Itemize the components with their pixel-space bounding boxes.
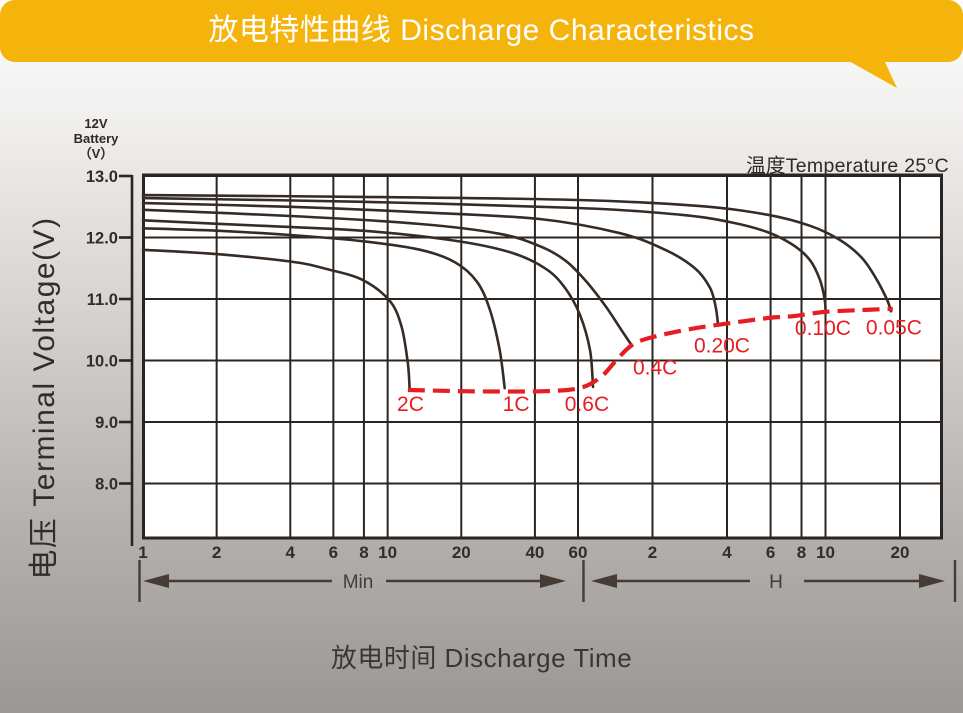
discharge-curve-0-05c	[141, 193, 893, 313]
battery-label-line2: Battery	[73, 131, 119, 146]
discharge-curve-0-10c	[141, 196, 827, 314]
battery-voltage-unit-label: 12V Battery （V）	[40, 116, 152, 161]
arrowhead	[919, 574, 945, 588]
discharge-curve-2c	[141, 248, 411, 391]
discharge-curve-0-4c	[141, 208, 632, 346]
x-tick-label: 10	[816, 543, 835, 562]
discharge-curve-0-20c	[141, 201, 720, 327]
battery-label-line1: 12V	[84, 116, 108, 131]
y-tick-label: 11.0	[87, 291, 118, 309]
y-tick-label: 8.0	[95, 476, 118, 494]
y-tick-label: 12.0	[86, 230, 118, 248]
title-banner: 放电特性曲线 Discharge Characteristics	[0, 0, 963, 62]
x-tick-label: 6	[766, 543, 775, 562]
curve-label-1c: 1C	[503, 393, 530, 416]
x-tick-label: 4	[286, 543, 296, 562]
discharge-curve-0-6c	[141, 219, 595, 389]
arrowhead	[143, 574, 169, 588]
battery-label-line3: （V）	[78, 146, 114, 161]
curve-label-0-05c: 0.05C	[866, 316, 922, 339]
y-tick-label: 10.0	[86, 353, 118, 371]
x-axis-title: 放电时间 Discharge Time	[330, 643, 633, 673]
plot-frame	[142, 173, 943, 540]
x-tick-label: 6	[329, 543, 338, 562]
x-tick-label: 40	[525, 543, 544, 562]
temperature-label: 温度Temperature 25°C	[746, 155, 949, 177]
x-tick-label: 1	[138, 543, 147, 562]
x-tick-label: 10	[378, 543, 397, 562]
y-tick-label: 9.0	[95, 414, 118, 432]
discharge-curve-1c	[141, 227, 506, 390]
hours-arrow-label: H	[769, 572, 783, 593]
x-tick-label: 20	[891, 543, 910, 562]
x-tick-label: 2	[648, 543, 657, 562]
y-axis-title: 电压 Terminal Voltage(V)	[28, 216, 61, 580]
arrowhead	[591, 574, 617, 588]
x-tick-label: 60	[569, 543, 588, 562]
x-tick-label: 8	[797, 543, 806, 562]
y-tick-label: 13.0	[86, 168, 118, 186]
arrowhead	[540, 574, 566, 588]
cutoff-line	[407, 306, 893, 394]
x-tick-label: 20	[452, 543, 471, 562]
page-title: 放电特性曲线 Discharge Characteristics	[208, 14, 755, 47]
curve-label-0-10c: 0.10C	[795, 317, 851, 340]
curve-label-0-6c: 0.6C	[565, 393, 609, 416]
plot-area	[143, 175, 942, 538]
minutes-arrow-label: Min	[343, 572, 374, 593]
x-tick-label: 8	[359, 543, 368, 562]
curve-label-2c: 2C	[397, 393, 424, 416]
x-tick-label: 4	[722, 543, 732, 562]
curve-label-0-20c: 0.20C	[694, 335, 750, 358]
x-tick-label: 2	[212, 543, 221, 562]
curve-label-0-4c: 0.4C	[633, 356, 677, 379]
